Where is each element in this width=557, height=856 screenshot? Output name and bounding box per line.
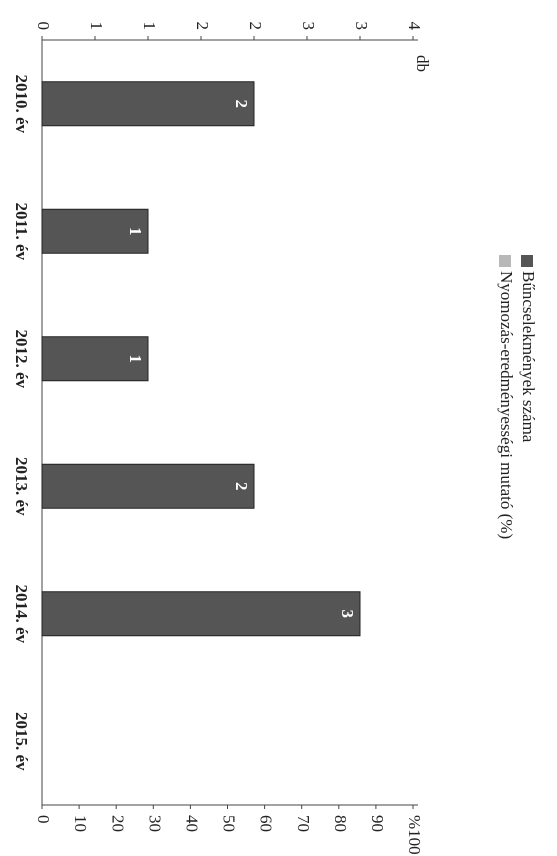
y-tick-label: 0 xyxy=(34,22,53,31)
y-tick-label: 1 xyxy=(87,22,106,31)
y2-tick-label: 30 xyxy=(145,815,164,832)
y2-tick-label: 70 xyxy=(294,815,313,832)
x-tick-label: 2010. év xyxy=(12,74,31,133)
data-label: 2 xyxy=(232,100,251,109)
y2-tick-label: 0 xyxy=(34,815,53,824)
bar xyxy=(41,208,149,254)
legend-label: Nyomozás-eredményességi mutató (%) xyxy=(497,271,516,539)
x-tick-label: 2014. év xyxy=(12,584,31,643)
y-tick-label: 2 xyxy=(246,22,265,31)
y2-tick-label: 60 xyxy=(257,815,276,832)
legend-swatch xyxy=(521,255,533,267)
y2-tick-label: 80 xyxy=(331,815,350,832)
data-label: 1 xyxy=(126,355,145,364)
x-tick-label: 2011. év xyxy=(12,202,31,260)
y2-tick-label: %100 xyxy=(405,815,424,855)
legend-swatch xyxy=(499,255,511,267)
x-tick-label: 2012. év xyxy=(12,329,31,388)
rotated-chart: 0 1 1 2 2 3 3 4 db 0 10 20 30 40 50 60 70 80 90 %100 2010. é… xyxy=(12,22,538,855)
x-tick-label: 2013. év xyxy=(12,457,31,516)
y2-tick-label: 20 xyxy=(108,815,127,832)
y2-tick-label: 90 xyxy=(368,815,387,832)
y2-tick-label: 10 xyxy=(71,815,90,832)
data-label: 2 xyxy=(232,482,251,491)
bar xyxy=(41,81,255,127)
y-tick-label: 3 xyxy=(299,22,318,31)
y2-tick-label: 40 xyxy=(182,815,201,832)
y-tick-label: 2 xyxy=(193,22,212,31)
data-label: 1 xyxy=(126,227,145,236)
y-tick-label: 4 xyxy=(405,22,424,31)
bar xyxy=(41,336,149,382)
bar xyxy=(41,591,361,637)
x-tick-label: 2015. év xyxy=(12,712,31,771)
y-tick-label: 1 xyxy=(140,22,159,31)
y-tick-label: 3 xyxy=(352,22,371,31)
y2-tick-label: 50 xyxy=(220,815,239,832)
bar xyxy=(41,463,255,509)
legend-label: Bűncselekmények száma xyxy=(519,271,538,443)
y-axis-label: db xyxy=(413,55,432,72)
data-label: 3 xyxy=(338,610,357,619)
